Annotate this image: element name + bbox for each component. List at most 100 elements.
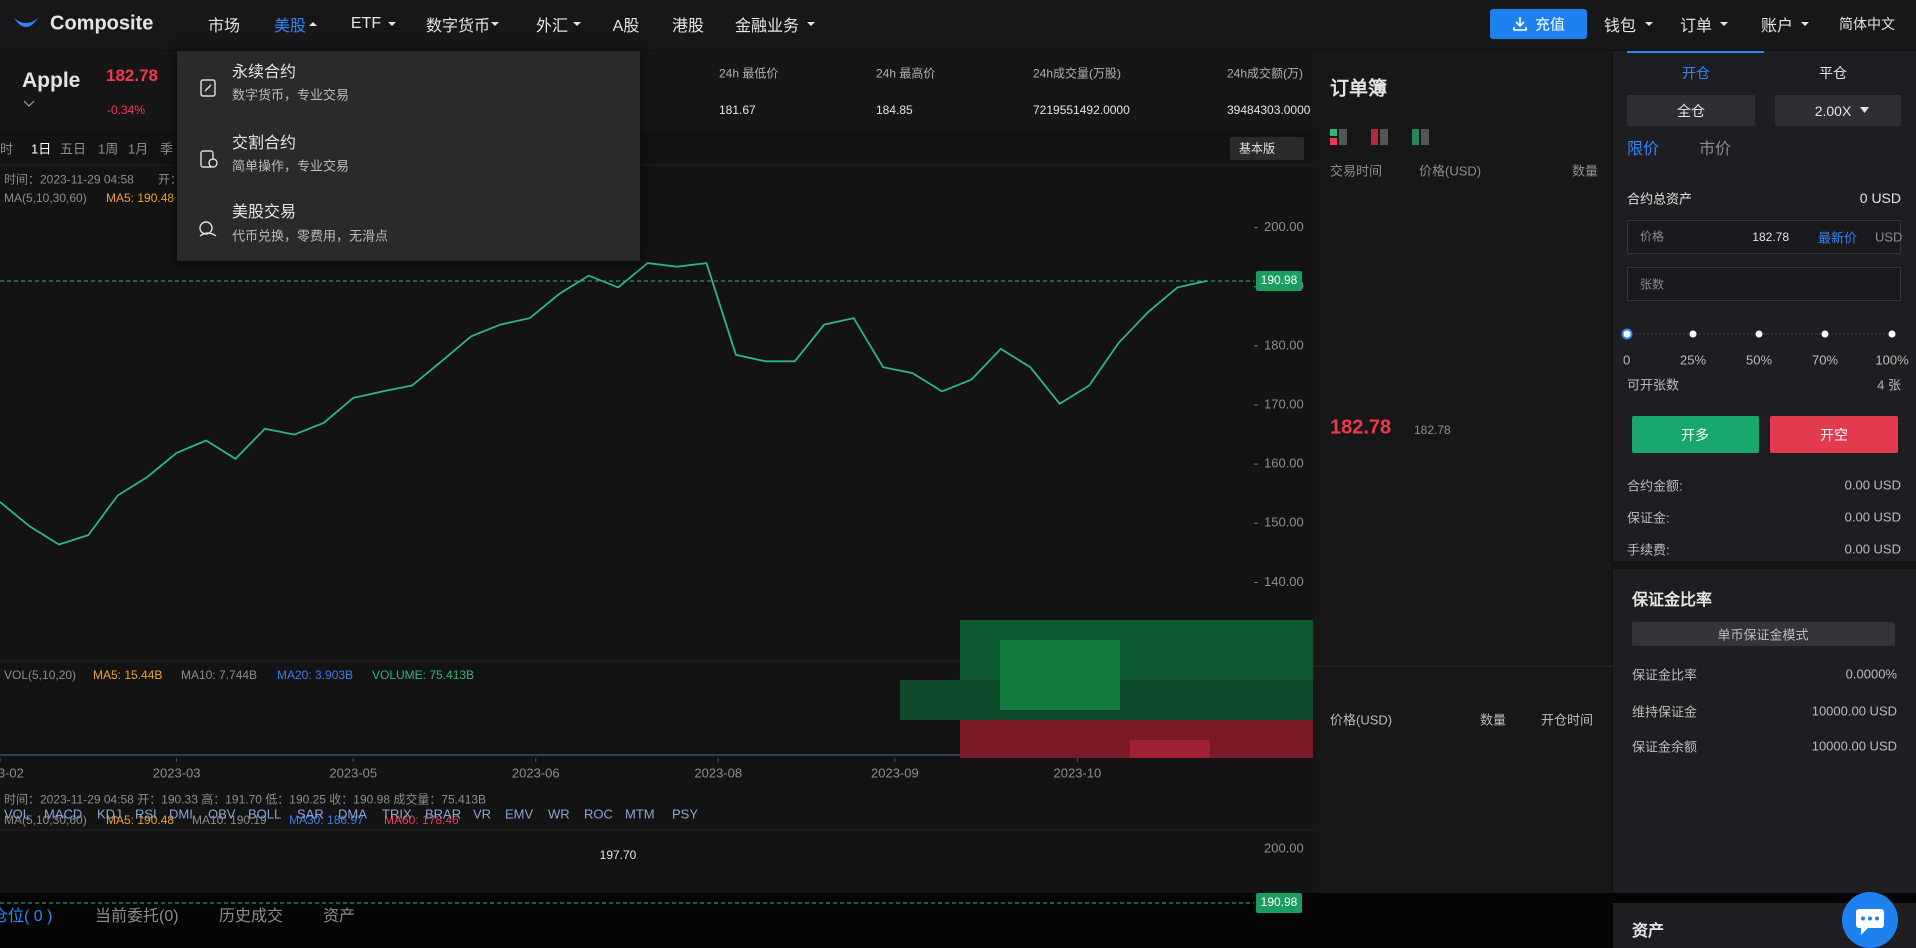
field-value: 10000.00 USD <box>1811 703 1897 719</box>
x-tick-label: 2023-03 <box>153 765 201 780</box>
indicator-tab[interactable]: TRIX <box>382 806 412 822</box>
mode-label[interactable]: 基本版 <box>1239 141 1276 156</box>
orderbook-panel <box>1313 51 1611 895</box>
nav-item[interactable]: A股 <box>612 18 640 35</box>
mode-button[interactable] <box>1230 137 1304 160</box>
ticker-name: Apple <box>22 69 81 92</box>
chevron[interactable] <box>23 100 35 108</box>
qty-input[interactable] <box>1627 267 1901 301</box>
period[interactable]: 1日 <box>31 141 52 157</box>
sell-label[interactable]: 开空 <box>1820 427 1848 443</box>
indicator-tab[interactable]: VOL <box>4 806 31 822</box>
indicator-tab[interactable]: DMI <box>169 806 193 822</box>
bottom-tab[interactable]: 历史成交 <box>219 908 284 925</box>
indicator-tab[interactable]: DMA <box>338 806 367 822</box>
indicator-tab[interactable]: KDJ <box>97 806 122 822</box>
leverage-label[interactable]: 2.00X <box>1814 103 1852 119</box>
indicator-tab[interactable]: WR <box>548 806 570 822</box>
nav-item[interactable]: 市场 <box>207 18 241 35</box>
slider[interactable] <box>1620 326 1905 342</box>
trade-tab[interactable]: 平仓 <box>1819 65 1847 81</box>
nav-item[interactable]: 美股 <box>273 18 307 35</box>
indicator-tab[interactable]: OBV <box>208 806 236 822</box>
buy-button[interactable] <box>1632 416 1759 453</box>
menu-icon <box>199 221 217 237</box>
nav-item[interactable]: 港股 <box>671 18 705 35</box>
indicator-tab[interactable]: MACD <box>44 806 83 822</box>
bottom-tab[interactable]: 当前委托(0) <box>95 908 179 925</box>
mini-high-label: 197.70 <box>600 848 637 862</box>
nav-item[interactable]: 钱包 <box>1603 18 1637 35</box>
period[interactable]: 季 <box>160 141 174 157</box>
indicator-tab[interactable]: BOLL <box>248 806 282 822</box>
deposit-label[interactable]: 充值 <box>1535 16 1566 34</box>
chart: 200.00 197.70 190.98 140.00 150.00 160.00 1… <box>0 164 1313 913</box>
order-type[interactable]: 市价 <box>1699 141 1732 158</box>
menu-icon <box>200 79 216 97</box>
period[interactable]: 时 <box>0 141 14 157</box>
orderbook-view-icons[interactable] <box>1330 128 1430 146</box>
chart-info: 开： <box>158 172 183 187</box>
dropdown-menu: 永续合约 数字货币，专业交易 交割合约 简单操作，专业交易 美股交易 代币兑换，… <box>177 51 640 261</box>
leverage-button[interactable] <box>1775 95 1901 126</box>
margin-mode-text[interactable]: 单币保证金模式 <box>1717 627 1809 643</box>
orderbook-title: 订单簿 <box>1330 78 1388 100</box>
period[interactable]: 五日 <box>60 141 87 157</box>
trade-tab[interactable]: 开仓 <box>1682 65 1710 81</box>
input-value[interactable]: 182.78 <box>1752 230 1789 244</box>
nav-item[interactable]: 数字货币 <box>425 18 491 35</box>
stat-label: 24h成交量(万股) <box>1033 66 1122 81</box>
menu-title[interactable]: 永续合约 <box>232 64 297 81</box>
field-label: 维持保证金 <box>1632 704 1698 720</box>
order-type[interactable]: 限价 <box>1627 141 1660 158</box>
indicator-tab[interactable]: VR <box>473 806 492 822</box>
tab-underline <box>1627 51 1764 53</box>
buy-label[interactable]: 开多 <box>1681 427 1709 443</box>
indicator-tab[interactable]: SAR <box>297 806 324 822</box>
nav-item[interactable]: ETF <box>350 15 382 32</box>
orderbook-last-price: 182.78 <box>1330 416 1392 439</box>
y-tick-label: 200.00 <box>1264 219 1304 234</box>
stat-value: 181.67 <box>719 103 756 117</box>
nav-item[interactable]: 外汇 <box>535 18 569 35</box>
deposit-button[interactable] <box>1490 9 1587 39</box>
ma-legend: MA(5,10,30,60) <box>4 191 87 205</box>
volume-legend: MA5: 15.44B <box>93 668 163 682</box>
bottom-tab[interactable]: 资产 <box>323 908 356 925</box>
period[interactable]: 1月 <box>128 141 149 157</box>
ma-legend: MA60: 178.46 <box>384 813 459 827</box>
menu-desc: 简单操作，专业交易 <box>232 158 350 174</box>
nav-item[interactable]: 账户 <box>1760 18 1794 35</box>
input-unit: USD <box>1875 229 1903 245</box>
indicator-tab[interactable]: BRAR <box>425 806 462 822</box>
ticker-price: 182.78 <box>106 66 158 85</box>
indicator-tab[interactable]: RSI <box>135 806 157 822</box>
latest-price-link[interactable]: 最新价 <box>1818 230 1858 246</box>
indicator-tab[interactable]: MTM <box>625 806 655 822</box>
section-title: 保证金比率 <box>1632 592 1713 609</box>
chat-button[interactable] <box>1841 891 1899 948</box>
nav-carets <box>309 22 815 26</box>
nav-item[interactable]: 订单 <box>1679 18 1713 35</box>
trades-header: 数量 <box>1480 712 1507 728</box>
indicator-tab[interactable]: PSY <box>672 806 699 822</box>
slider-label: 100% <box>1875 352 1909 368</box>
bottom-tab[interactable]: 仓位( 0 ) <box>0 908 53 925</box>
margin-mode-label[interactable]: 全仓 <box>1677 103 1705 119</box>
field-value: 0.00 USD <box>1844 509 1901 525</box>
indicator-tab[interactable]: ROC <box>584 806 613 822</box>
language[interactable]: 简体中文 <box>1839 16 1895 32</box>
menu-title[interactable]: 美股交易 <box>232 204 297 221</box>
period[interactable]: 1周 <box>98 141 119 157</box>
sell-button[interactable] <box>1770 416 1898 453</box>
slider-label: 0 <box>1623 352 1631 368</box>
price-input[interactable] <box>1627 220 1901 254</box>
margin-mode-button[interactable] <box>1627 95 1755 126</box>
indicator-tab[interactable]: EMV <box>505 806 534 822</box>
margin-mode-box[interactable] <box>1632 622 1895 646</box>
nav-item[interactable]: 金融业务 <box>734 18 800 35</box>
field-label: 可开张数 <box>1627 377 1680 393</box>
trades-header: 开仓时间 <box>1541 712 1594 728</box>
menu-title[interactable]: 交割合约 <box>232 135 297 152</box>
nav-carets <box>1645 22 1809 26</box>
